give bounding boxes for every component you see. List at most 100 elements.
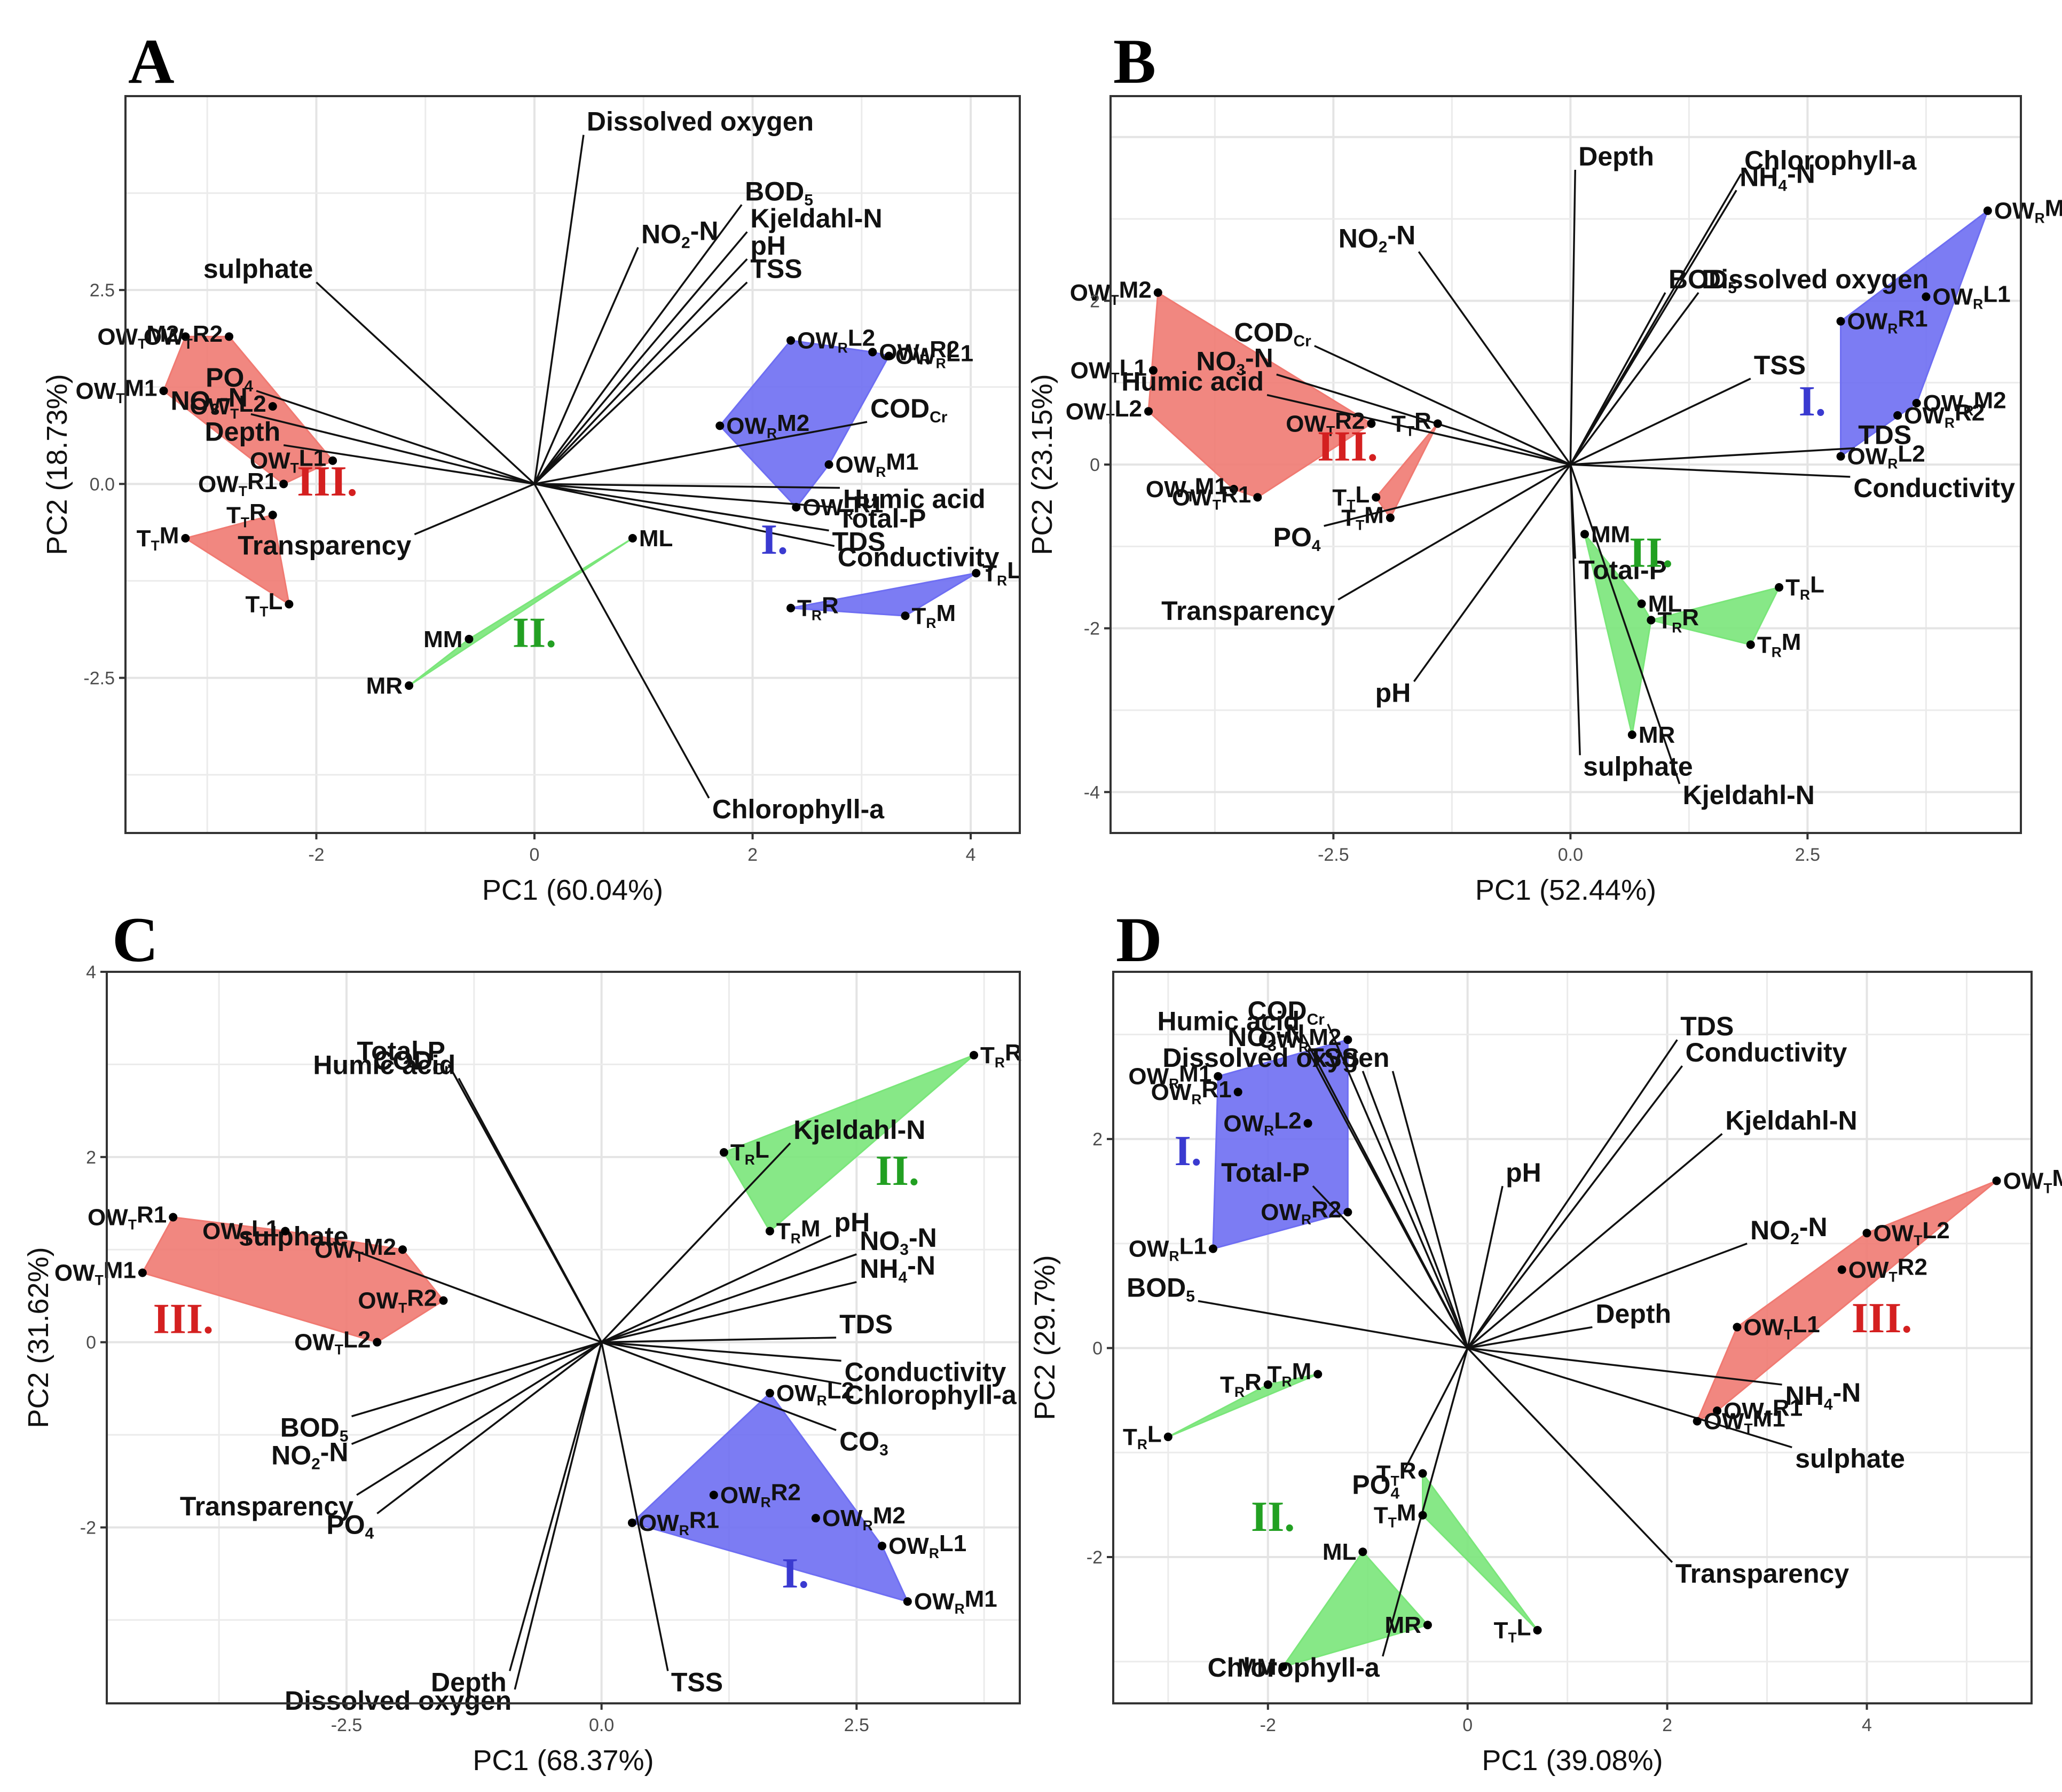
sample-point — [373, 1338, 382, 1347]
sample-point — [279, 480, 288, 489]
sample-label: OWRL2 — [1223, 1108, 1301, 1139]
loading-vector-dissolved-oxygen — [533, 135, 585, 484]
sample-point — [1263, 1380, 1272, 1389]
loading-vector-po4 — [256, 390, 535, 485]
loading-label: NH4-N — [1740, 159, 1815, 194]
x-tick-label: 0.0 — [1558, 845, 1583, 865]
sample-point — [1214, 1072, 1223, 1081]
sample-label: OWTM1 — [54, 1257, 136, 1288]
y-tick-label: 0.0 — [90, 474, 115, 494]
group-hull-ii — [1168, 1373, 1318, 1438]
loading-vector-ph — [1413, 463, 1571, 682]
sample-label: OWTL1 — [250, 445, 326, 476]
sample-point — [268, 510, 277, 520]
sample-point — [328, 456, 337, 465]
sample-label: TTM — [1341, 502, 1384, 533]
sample-point — [1233, 1088, 1242, 1097]
loading-vector-sulphate — [316, 281, 536, 485]
loading-vector-bod5 — [533, 204, 743, 485]
panel-letter: D — [1116, 904, 1162, 975]
loading-label: pH — [750, 231, 786, 261]
sample-point — [1733, 1323, 1742, 1332]
group-hull-ii — [1650, 586, 1781, 646]
group-label: I. — [761, 516, 788, 563]
sample-point — [901, 611, 910, 620]
loading-vector-tds — [1467, 1039, 1678, 1349]
sample-label: TRR — [797, 592, 839, 623]
loading-label: Transparency — [1675, 1559, 1849, 1589]
loading-label: Dissolved oxygen — [285, 1686, 511, 1716]
sample-point — [878, 1542, 887, 1551]
loading-label: sulphate — [1583, 751, 1693, 781]
loading-label: Humic acid — [313, 1050, 455, 1080]
loading-vector-tss — [1570, 378, 1751, 466]
sample-label: OWTM1 — [1146, 474, 1227, 505]
sample-point — [1163, 1432, 1172, 1441]
loading-label: Depth — [431, 1667, 507, 1697]
y-tick-label: 2 — [1092, 1129, 1103, 1150]
sample-label: OWTM2 — [97, 321, 179, 352]
loading-vector-total-p — [534, 483, 835, 508]
x-tick-label: 2 — [747, 845, 758, 865]
loading-label: Chlorophyll-a — [845, 1380, 1017, 1410]
loading-label: Transparency — [238, 531, 411, 561]
sample-label: OWTL2 — [190, 391, 266, 422]
loading-label: CODCr — [1248, 996, 1325, 1028]
sample-point — [1533, 1626, 1542, 1634]
sample-point — [1713, 1406, 1722, 1415]
loading-vector-humic-acid — [534, 483, 840, 489]
loading-label: Kjeldahl-N — [750, 203, 882, 233]
loading-vector-no2-n — [1467, 1243, 1748, 1349]
loading-vector-kjeldahl-n — [1569, 464, 1681, 784]
loading-vector-ph — [601, 1235, 832, 1343]
sample-point — [1627, 730, 1636, 739]
y-tick-label: 0 — [86, 1333, 96, 1353]
loading-vector-depth — [509, 1342, 603, 1671]
y-tick-label: 2 — [86, 1147, 96, 1168]
group-label: III. — [153, 1295, 214, 1342]
loading-vector-ph — [1466, 1185, 1504, 1348]
y-tick-label: 0 — [1092, 1339, 1103, 1359]
sample-point — [1836, 452, 1845, 461]
sample-point — [1253, 493, 1262, 502]
loading-label: Humic acid — [843, 484, 986, 514]
sample-point — [465, 634, 474, 643]
loading-label: CODCr — [870, 394, 948, 426]
sample-point — [1423, 1621, 1432, 1630]
sample-label: OWRL1 — [1932, 281, 2010, 312]
loading-vector-no2-n — [1418, 251, 1571, 466]
loading-label: Total-P — [357, 1036, 445, 1066]
sample-label: OWRR1 — [1151, 1076, 1232, 1107]
sample-point — [1836, 317, 1845, 326]
sample-point — [281, 1227, 290, 1236]
sample-label: TRL — [1123, 1421, 1162, 1452]
loading-label: TSS — [1308, 1043, 1359, 1073]
sample-label: OWTL1 — [1071, 355, 1147, 386]
x-tick-label: 2 — [1662, 1715, 1672, 1735]
sample-label: OWRR2 — [720, 1480, 801, 1511]
sample-point — [1418, 1511, 1427, 1520]
y-tick-label: -2 — [1087, 1547, 1103, 1568]
sample-point — [786, 336, 796, 345]
x-tick-label: 4 — [1862, 1715, 1872, 1735]
sample-label: OWRL2 — [797, 325, 875, 356]
loading-label: NH4-N — [860, 1251, 935, 1286]
loading-label: pH — [1375, 678, 1411, 708]
loading-vector-depth — [283, 444, 535, 485]
sample-label: TTR — [1376, 1458, 1416, 1489]
loading-label: Conductivity — [1853, 473, 2015, 503]
loading-label: Depth — [205, 417, 281, 447]
loading-vector-dissolved-oxygen — [514, 1342, 603, 1690]
x-tick-label: 0.0 — [589, 1715, 614, 1735]
loading-vector-conductivity — [1570, 463, 1851, 478]
sample-point — [1693, 1417, 1702, 1426]
loading-label: NO3-N — [1227, 1019, 1304, 1055]
loading-vector-nh4-n — [1569, 190, 1737, 465]
loading-label: NO2-N — [641, 216, 718, 251]
loading-label: Depth — [1578, 142, 1654, 171]
sample-label: OWRM1 — [914, 1586, 997, 1617]
sample-point — [159, 387, 168, 395]
sample-point — [285, 600, 294, 609]
sample-label: TTL — [1494, 1615, 1531, 1646]
